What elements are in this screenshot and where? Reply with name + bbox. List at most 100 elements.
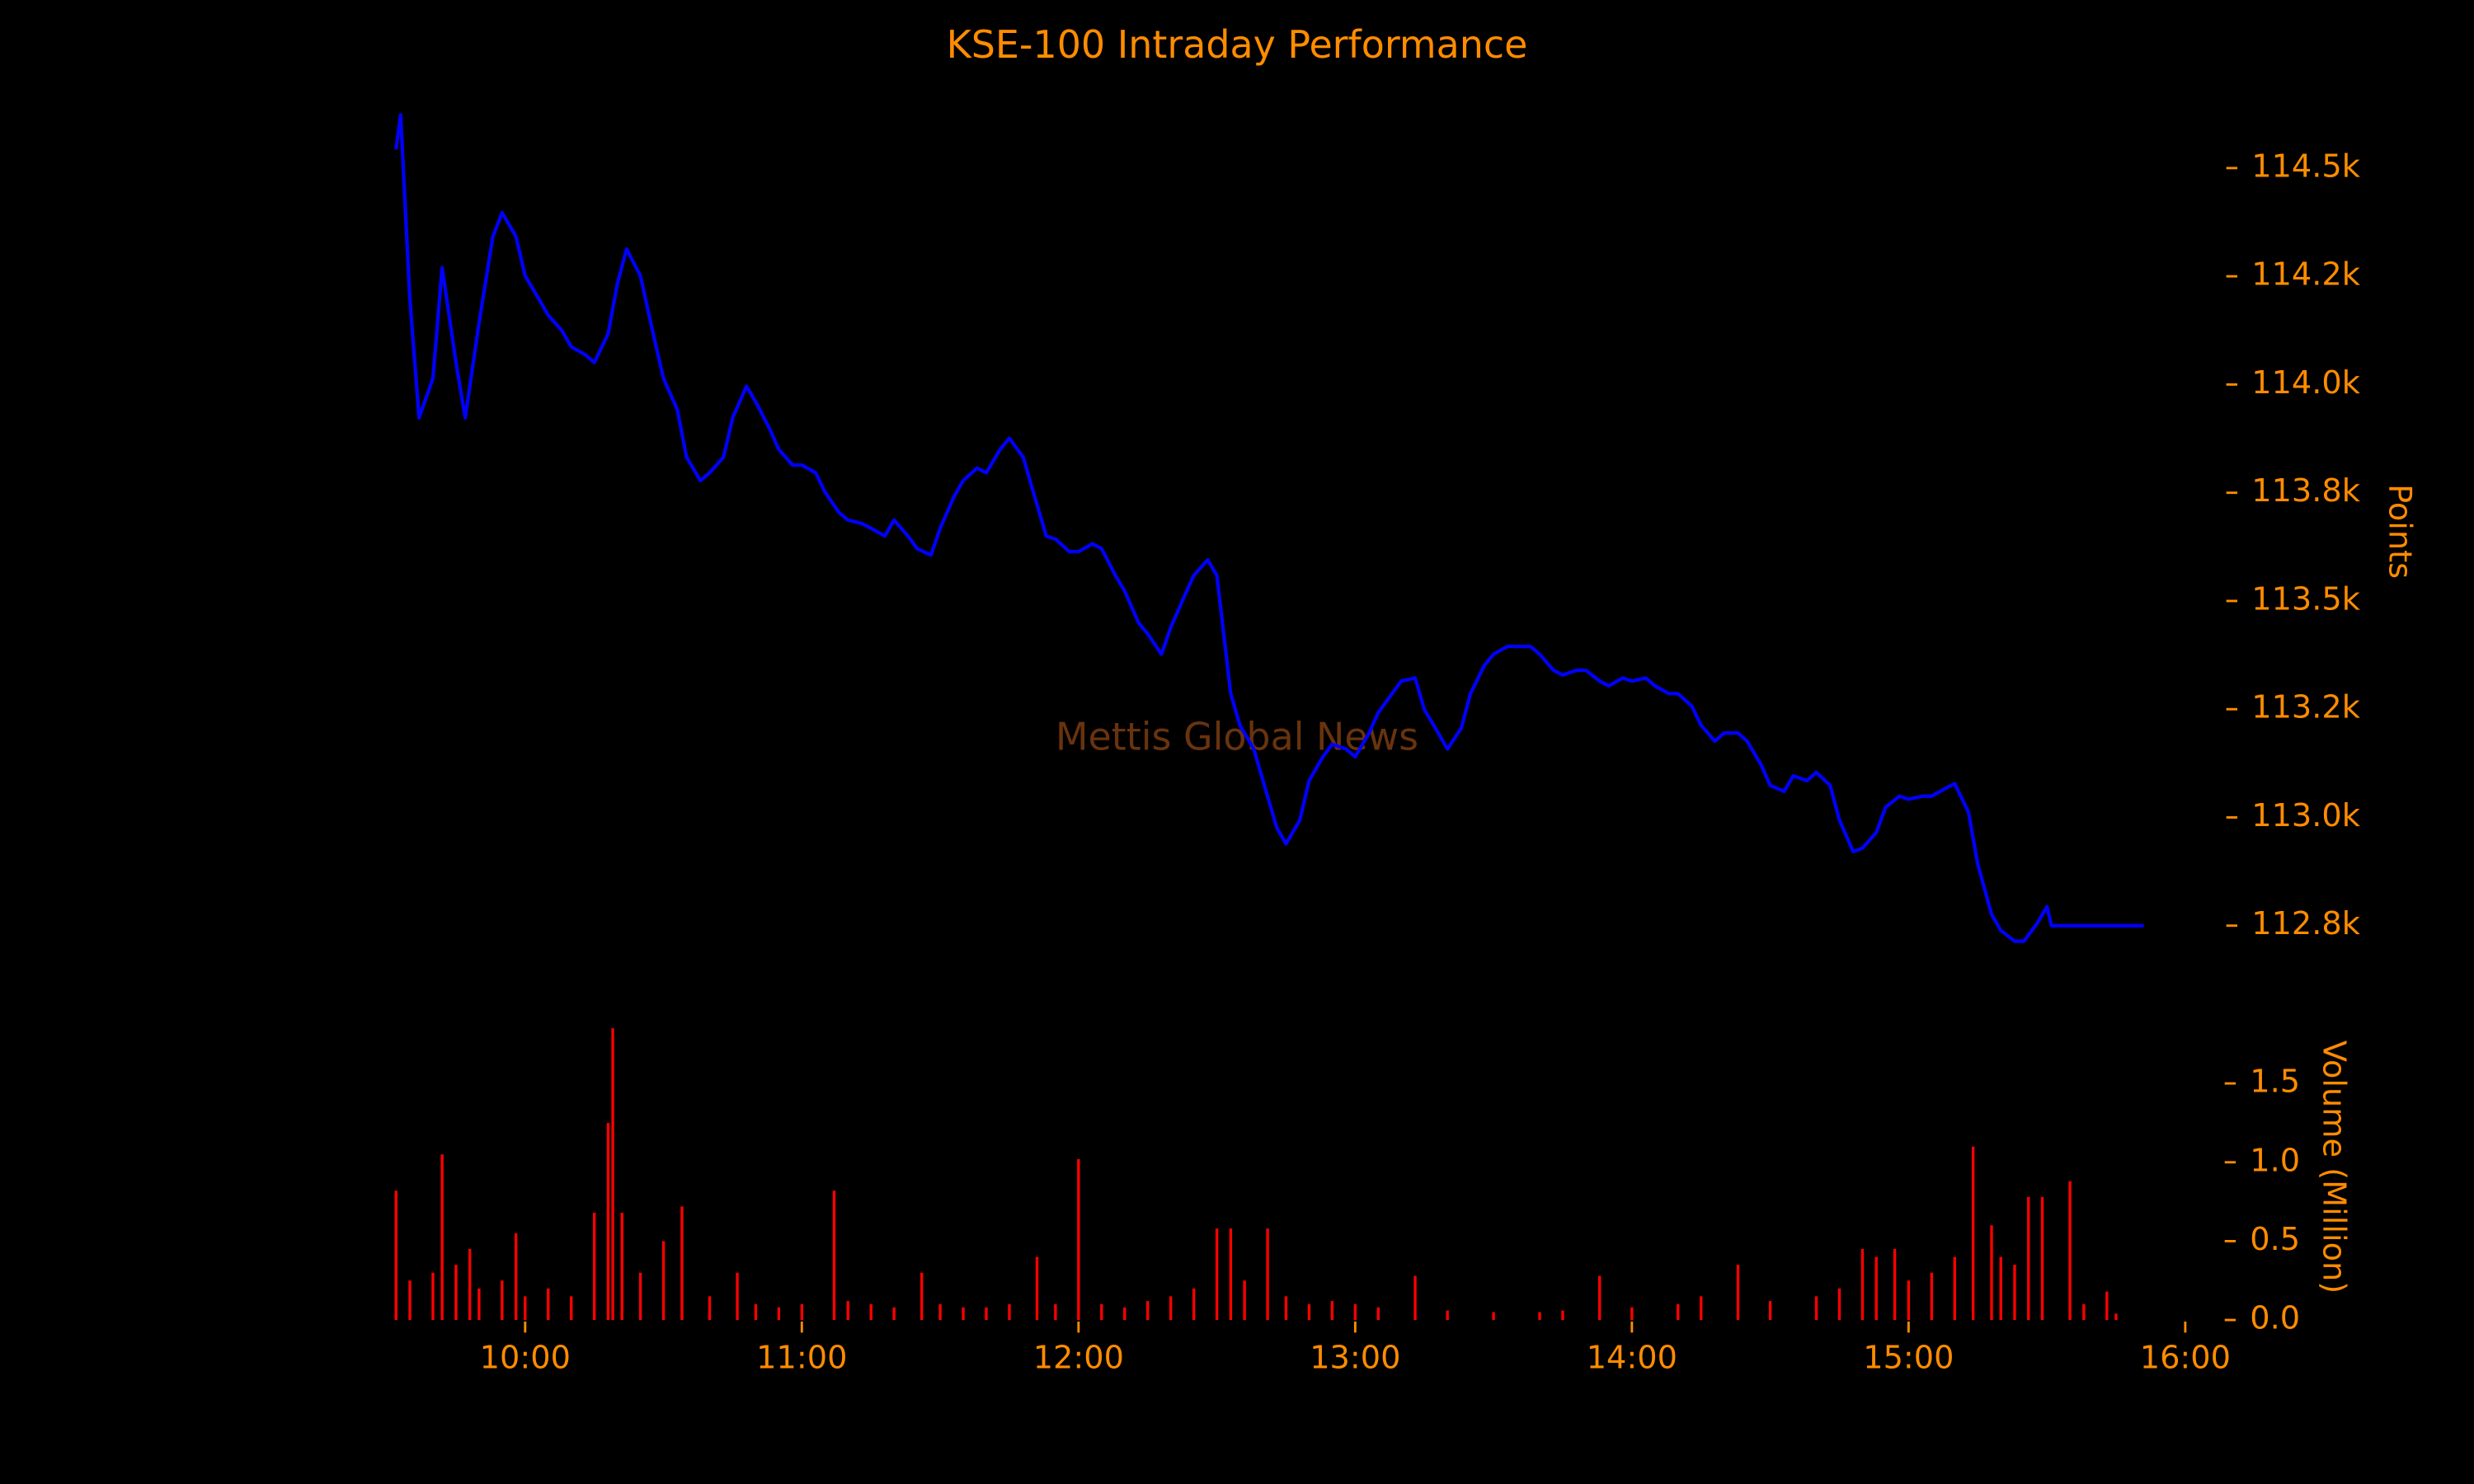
y-tick-label: 114.0k	[2251, 364, 2361, 402]
y2-axis-label: Volume (Million)	[2315, 1040, 2352, 1294]
volume-bar	[1192, 1288, 1196, 1321]
y-tick-label: 0.0	[2250, 1300, 2300, 1337]
volume-bar	[1999, 1256, 2002, 1321]
chart-title: KSE-100 Intraday Performance	[947, 22, 1528, 67]
volume-bar	[938, 1303, 942, 1321]
volume-bar	[2040, 1196, 2044, 1321]
volume-bar	[736, 1272, 739, 1321]
price-line	[394, 113, 2144, 943]
volume-bar	[1100, 1303, 1103, 1321]
volume-bar	[1330, 1301, 1334, 1321]
volume-bar	[1990, 1225, 1993, 1321]
volume-bar	[606, 1122, 610, 1321]
x-tick-label: 14:00	[1587, 1339, 1677, 1376]
volume-bar	[440, 1154, 444, 1321]
y-tick-label: 1.0	[2250, 1142, 2300, 1179]
x-tick-label: 10:00	[480, 1339, 571, 1376]
volume-bar	[2105, 1291, 2109, 1321]
volume-bar	[800, 1303, 803, 1321]
volume-bar	[1814, 1296, 1818, 1321]
y-tick-label: 113.5k	[2251, 580, 2361, 618]
volume-bar	[570, 1296, 573, 1321]
volume-bar	[524, 1296, 527, 1321]
volume-bar	[501, 1280, 504, 1321]
volume-bar	[1266, 1228, 1269, 1321]
volume-bar	[832, 1190, 836, 1321]
volume-bar	[1215, 1228, 1219, 1321]
volume-bar	[920, 1272, 924, 1321]
volume-bar	[1561, 1310, 1564, 1321]
y-tick-label: 113.0k	[2251, 797, 2361, 834]
y-tick-label: 0.5	[2250, 1221, 2300, 1258]
volume-bar	[1123, 1307, 1126, 1321]
volume-bar	[1229, 1228, 1233, 1321]
volume-bar	[468, 1248, 472, 1321]
volume-bar	[754, 1303, 758, 1321]
volume-bar	[2114, 1313, 2118, 1321]
volume-bar	[408, 1280, 412, 1321]
volume-bar	[1054, 1303, 1057, 1321]
y-tick-label: 114.2k	[2251, 256, 2361, 294]
volume-bar	[1874, 1256, 1878, 1321]
volume-bar	[1146, 1301, 1150, 1321]
volume-bar	[869, 1303, 872, 1321]
volume-bar	[1860, 1248, 1865, 1321]
volume-bar	[2082, 1303, 2086, 1321]
volume-bar	[1736, 1265, 1740, 1321]
volume-bar	[1353, 1303, 1357, 1321]
volume-bar	[593, 1212, 596, 1321]
x-tick-label: 11:00	[756, 1339, 847, 1376]
volume-bar	[846, 1301, 849, 1321]
volume-bar	[1598, 1275, 1602, 1321]
volume-bar	[1492, 1312, 1495, 1321]
x-tick-label: 13:00	[1310, 1339, 1400, 1376]
volume-bar	[2013, 1265, 2016, 1321]
volume-bar	[1538, 1312, 1541, 1321]
y-tick-label: 1.5	[2250, 1064, 2300, 1101]
volume-bar	[431, 1272, 435, 1321]
volume-bar	[1837, 1288, 1841, 1321]
volume-bar	[962, 1307, 965, 1321]
volume-bar	[1169, 1296, 1173, 1321]
volume-bar	[708, 1296, 712, 1321]
volume-bar	[2068, 1181, 2072, 1321]
x-tick-label: 15:00	[1863, 1339, 1954, 1376]
volume-bar	[1700, 1296, 1703, 1321]
volume-bar	[1446, 1310, 1449, 1321]
y-axis-label: Points	[2382, 484, 2419, 579]
volume-bar	[620, 1212, 623, 1321]
volume-bar	[680, 1206, 684, 1321]
volume-bar	[1077, 1158, 1080, 1321]
volume-bar	[661, 1241, 666, 1321]
volume-bar	[1284, 1296, 1288, 1321]
volume-bar	[892, 1307, 896, 1321]
volume-bar	[985, 1307, 988, 1321]
volume-bar	[2027, 1196, 2030, 1321]
volume-bar	[394, 1190, 397, 1321]
volume-bar	[1677, 1303, 1680, 1321]
volume-bar	[1953, 1256, 1956, 1321]
volume-bar	[1307, 1303, 1311, 1321]
volume-bar	[477, 1288, 481, 1321]
volume-bar	[638, 1272, 642, 1321]
x-tick-label: 12:00	[1033, 1339, 1124, 1376]
y-tick-label: 113.8k	[2251, 472, 2361, 510]
y-tick-label: 112.8k	[2251, 905, 2361, 942]
volume-bar	[611, 1028, 614, 1321]
volume-bar	[777, 1307, 781, 1321]
y-tick-label: 114.5k	[2251, 148, 2361, 185]
x-tick-label: 16:00	[2140, 1339, 2231, 1376]
volume-bar	[454, 1265, 458, 1321]
volume-bar	[1413, 1275, 1417, 1321]
volume-bar	[1008, 1303, 1011, 1321]
y-tick-label: 113.2k	[2251, 689, 2361, 726]
volume-bar	[514, 1233, 518, 1321]
volume-bar	[1376, 1307, 1380, 1321]
volume-bar	[1630, 1307, 1634, 1321]
volume-bar	[1907, 1280, 1911, 1321]
volume-bar	[547, 1288, 550, 1321]
volume-bar	[1893, 1248, 1897, 1321]
volume-bar	[1930, 1272, 1933, 1321]
volume-bar	[1768, 1301, 1772, 1321]
